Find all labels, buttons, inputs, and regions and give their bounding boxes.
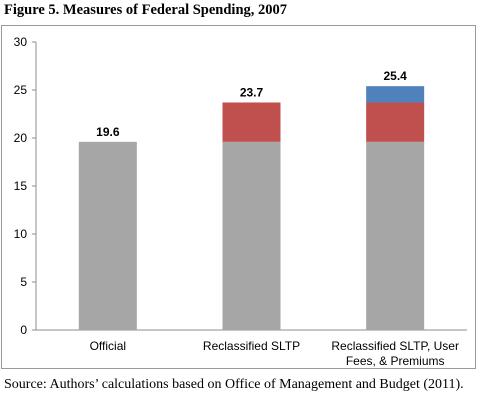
bar-segment <box>222 102 281 142</box>
y-tick-label: 25 <box>14 83 28 97</box>
category-label: Reclassified SLTP <box>203 339 300 353</box>
bar-segment <box>366 141 425 330</box>
bar-segment <box>366 102 425 142</box>
bar-segment <box>366 86 425 103</box>
category-label-line: Official <box>90 339 126 353</box>
y-tick-label: 0 <box>20 323 27 337</box>
source-note: Source: Authors’ calculations based on O… <box>4 377 464 392</box>
y-tick-label: 30 <box>14 35 28 49</box>
y-tick-label: 15 <box>14 179 28 193</box>
figure-title: Figure 5. Measures of Federal Spending, … <box>4 2 288 18</box>
data-label: 19.6 <box>96 125 120 139</box>
category-label-line: Fees, & Premiums <box>346 354 445 368</box>
data-label: 23.7 <box>240 85 264 99</box>
y-tick-label: 5 <box>20 275 27 289</box>
bar-layer <box>78 86 425 330</box>
category-label-line: Reclassified SLTP <box>203 339 300 353</box>
category-label-line: Reclassified SLTP, User <box>331 339 459 353</box>
category-label: Official <box>90 339 126 353</box>
stacked-bar-chart: 0 5 10 15 20 25 30 19.6 Official 23.7 Reclassifie… <box>14 35 467 368</box>
y-tick-label: 20 <box>14 131 28 145</box>
y-tick-label: 10 <box>14 227 28 241</box>
label-layer: 19.6 Official 23.7 Reclassified SLTP 25.4 Rec… <box>90 69 459 368</box>
bar-segment <box>222 141 281 330</box>
data-label: 25.4 <box>383 69 407 83</box>
bar-segment <box>78 141 137 330</box>
category-label: Reclassified SLTP, User Fees, & Premiums <box>331 339 459 368</box>
